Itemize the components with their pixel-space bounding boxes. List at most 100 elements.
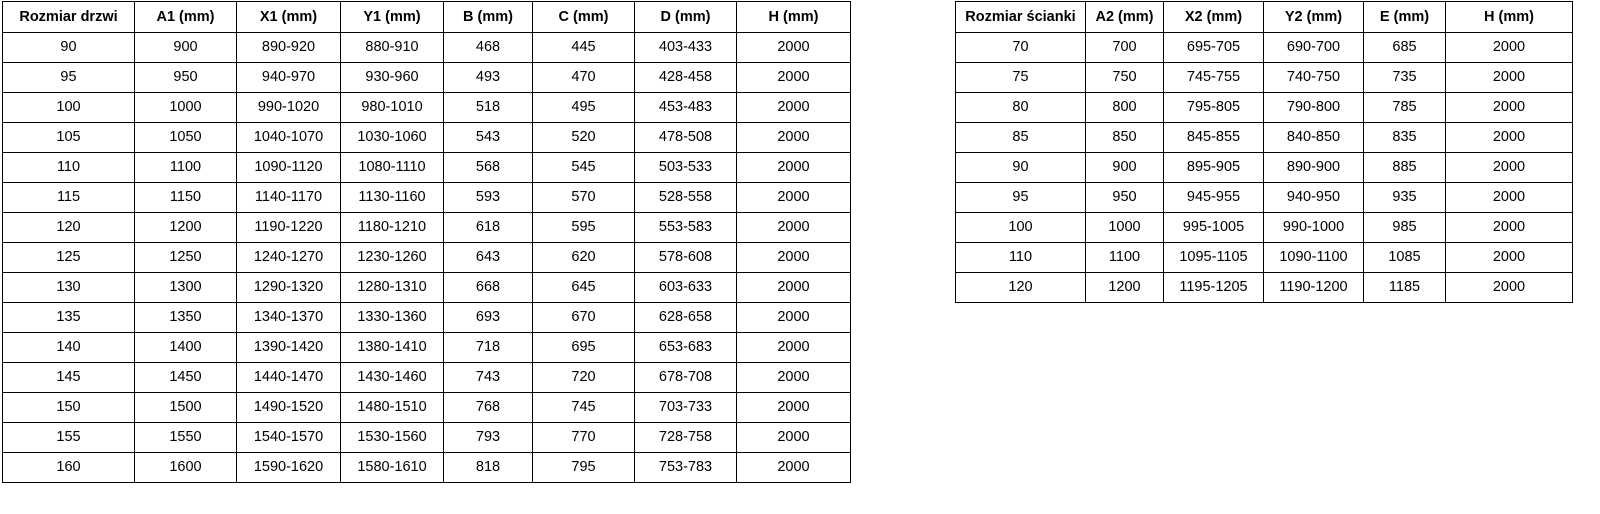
table-cell: 930-960	[340, 62, 444, 93]
doors-table-container: Rozmiar drzwi A1 (mm) X1 (mm) Y1 (mm) B (mm)…	[2, 1, 851, 483]
table-cell: 603-633	[634, 272, 737, 303]
doors-header-row: Rozmiar drzwi A1 (mm) X1 (mm) Y1 (mm) B (mm)…	[2, 1, 851, 33]
table-cell: 95	[2, 62, 135, 93]
doors-table-head: Rozmiar drzwi A1 (mm) X1 (mm) Y1 (mm) B (mm)…	[2, 1, 851, 33]
table-cell: 528-558	[634, 182, 737, 213]
table-cell: 2000	[1445, 272, 1573, 303]
table-cell: 790-800	[1263, 92, 1364, 123]
table-cell: 553-583	[634, 212, 737, 243]
table-cell: 795-805	[1163, 92, 1264, 123]
table-cell: 1530-1560	[340, 422, 444, 453]
table-cell: 880-910	[340, 32, 444, 63]
table-cell: 155	[2, 422, 135, 453]
table-row: 155 1550 1540-1570 1530-1560 793 770 728-758 20…	[2, 422, 851, 453]
table-cell: 1300	[134, 272, 237, 303]
table-cell: 1100	[134, 152, 237, 183]
wall-dimensions-table: Rozmiar ścianki A2 (mm) X2 (mm) Y2 (mm) E (m…	[955, 1, 1573, 303]
column-header: X2 (mm)	[1163, 1, 1264, 33]
table-cell: 110	[955, 242, 1086, 273]
table-cell: 593	[443, 182, 533, 213]
table-cell: 95	[955, 182, 1086, 213]
table-cell: 840-850	[1263, 122, 1364, 153]
table-cell: 720	[532, 362, 635, 393]
table-cell: 135	[2, 302, 135, 333]
table-row: 100 1000 995-1005 990-1000 985 2000	[955, 212, 1573, 243]
table-cell: 2000	[736, 422, 851, 453]
table-cell: 110	[2, 152, 135, 183]
table-cell: 2000	[1445, 152, 1573, 183]
table-cell: 1290-1320	[236, 272, 341, 303]
table-cell: 2000	[736, 32, 851, 63]
table-cell: 645	[532, 272, 635, 303]
table-row: 105 1050 1040-1070 1030-1060 543 520 478-508 20…	[2, 122, 851, 153]
table-cell: 468	[443, 32, 533, 63]
column-header: Rozmiar ścianki	[955, 1, 1086, 33]
table-cell: 120	[955, 272, 1086, 303]
table-cell: 85	[955, 122, 1086, 153]
table-cell: 2000	[736, 332, 851, 363]
table-cell: 1000	[1085, 212, 1164, 243]
table-cell: 628-658	[634, 302, 737, 333]
table-row: 145 1450 1440-1470 1430-1460 743 720 678-708 20…	[2, 362, 851, 393]
table-cell: 835	[1363, 122, 1446, 153]
table-cell: 150	[2, 392, 135, 423]
table-row: 95 950 945-955 940-950 935 2000	[955, 182, 1573, 213]
table-cell: 1040-1070	[236, 122, 341, 153]
table-cell: 503-533	[634, 152, 737, 183]
table-cell: 2000	[736, 122, 851, 153]
table-cell: 685	[1363, 32, 1446, 63]
table-cell: 495	[532, 92, 635, 123]
table-row: 130 1300 1290-1320 1280-1310 668 645 603-633 20…	[2, 272, 851, 303]
table-row: 115 1150 1140-1170 1130-1160 593 570 528-558 20…	[2, 182, 851, 213]
table-cell: 885	[1363, 152, 1446, 183]
table-cell: 750	[1085, 62, 1164, 93]
table-cell: 980-1010	[340, 92, 444, 123]
column-header: B (mm)	[443, 1, 533, 33]
table-cell: 950	[134, 62, 237, 93]
table-cell: 2000	[736, 392, 851, 423]
table-row: 140 1400 1390-1420 1380-1410 718 695 653-683 20…	[2, 332, 851, 363]
table-cell: 80	[955, 92, 1086, 123]
table-cell: 940-950	[1263, 182, 1364, 213]
table-cell: 990-1000	[1263, 212, 1364, 243]
table-cell: 985	[1363, 212, 1446, 243]
table-cell: 1240-1270	[236, 242, 341, 273]
table-cell: 2000	[1445, 122, 1573, 153]
table-cell: 693	[443, 302, 533, 333]
table-cell: 890-900	[1263, 152, 1364, 183]
table-cell: 745-755	[1163, 62, 1264, 93]
table-row: 110 1100 1095-1105 1090-1100 1085 2000	[955, 242, 1573, 273]
table-row: 90 900 895-905 890-900 885 2000	[955, 152, 1573, 183]
table-cell: 800	[1085, 92, 1164, 123]
table-cell: 1095-1105	[1163, 242, 1264, 273]
table-cell: 1250	[134, 242, 237, 273]
table-cell: 1200	[1085, 272, 1164, 303]
table-cell: 2000	[1445, 212, 1573, 243]
table-cell: 120	[2, 212, 135, 243]
table-cell: 1000	[134, 92, 237, 123]
table-row: 135 1350 1340-1370 1330-1360 693 670 628-658 20…	[2, 302, 851, 333]
table-cell: 2000	[736, 272, 851, 303]
table-cell: 1080-1110	[340, 152, 444, 183]
table-cell: 770	[532, 422, 635, 453]
table-row: 110 1100 1090-1120 1080-1110 568 545 503-533 20…	[2, 152, 851, 183]
table-cell: 543	[443, 122, 533, 153]
table-cell: 1280-1310	[340, 272, 444, 303]
table-cell: 1500	[134, 392, 237, 423]
table-cell: 2000	[736, 212, 851, 243]
table-cell: 1200	[134, 212, 237, 243]
table-cell: 1400	[134, 332, 237, 363]
table-cell: 568	[443, 152, 533, 183]
column-header: Y2 (mm)	[1263, 1, 1364, 33]
table-row: 90 900 890-920 880-910 468 445 403-433 2000	[2, 32, 851, 63]
column-header: H (mm)	[1445, 1, 1573, 33]
table-cell: 2000	[1445, 62, 1573, 93]
table-cell: 2000	[1445, 242, 1573, 273]
table-cell: 70	[955, 32, 1086, 63]
table-cell: 1340-1370	[236, 302, 341, 333]
table-cell: 818	[443, 452, 533, 483]
table-cell: 90	[955, 152, 1086, 183]
table-cell: 1390-1420	[236, 332, 341, 363]
wall-table-container: Rozmiar ścianki A2 (mm) X2 (mm) Y2 (mm) E (m…	[955, 1, 1573, 303]
